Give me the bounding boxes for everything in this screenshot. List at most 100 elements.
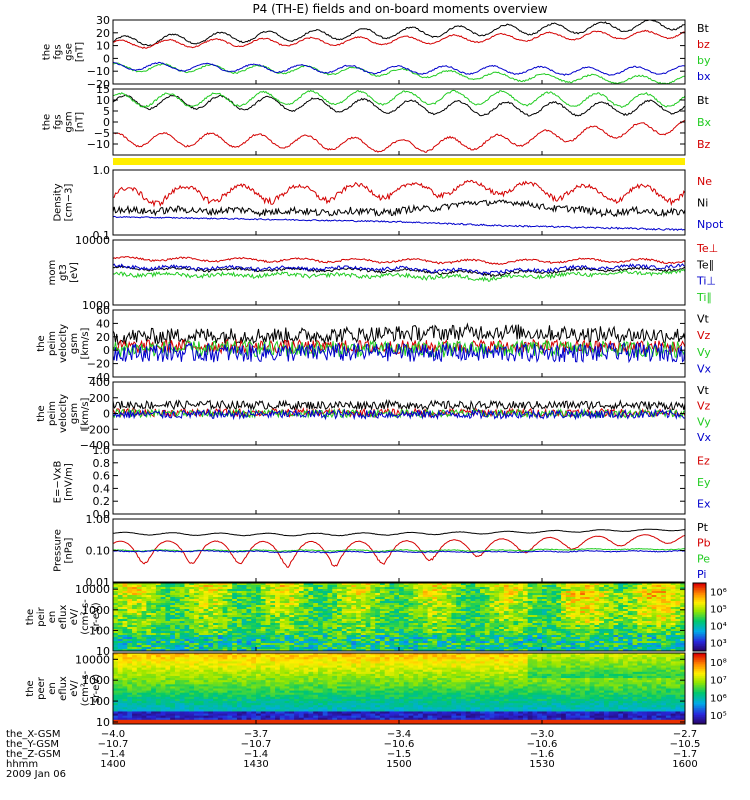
heatmap-cell [441, 595, 448, 598]
heatmap-cell [184, 583, 190, 586]
heatmap-cell [179, 597, 185, 600]
heatmap-cell [418, 591, 424, 594]
heatmap-cell [203, 585, 209, 588]
heatmap-cell [508, 605, 514, 608]
heatmap-cell [670, 643, 676, 646]
heatmap-cell [675, 613, 681, 616]
heatmap-cell [136, 603, 142, 606]
heatmap-cell [556, 613, 562, 616]
heatmap-cell [565, 649, 571, 652]
heatmap-cell [456, 627, 462, 630]
legend-label: Vx [697, 431, 712, 444]
heatmap-cell [122, 653, 128, 656]
heatmap-cell [179, 659, 185, 662]
heatmap-cell [403, 635, 409, 638]
heatmap-cell [151, 609, 157, 612]
heatmap-cell [575, 623, 581, 626]
heatmap-cell [522, 597, 529, 600]
heatmap-cell [122, 615, 128, 618]
heatmap-cell [198, 621, 204, 624]
y-tick-label: 10 [96, 94, 110, 107]
heatmap-cell [441, 585, 448, 588]
heatmap-cell [556, 633, 562, 636]
heatmap-cell [132, 682, 138, 685]
heatmap-cell [475, 599, 481, 602]
heatmap-cell [613, 617, 619, 620]
series-line-mom_temp-3 [112, 268, 686, 283]
heatmap-cell [113, 587, 119, 590]
heatmap-cell [279, 609, 285, 612]
heatmap-cell [379, 625, 386, 628]
heatmap-cell [413, 615, 419, 618]
heatmap-cell [346, 635, 352, 638]
heatmap-cell [227, 595, 233, 598]
heatmap-cell [665, 639, 672, 642]
heatmap-cell [584, 605, 591, 608]
heatmap-cell [279, 617, 285, 620]
heatmap-cell [256, 597, 262, 600]
heatmap-cell [475, 633, 481, 636]
heatmap-cell [165, 599, 171, 602]
heatmap-cell [146, 696, 152, 700]
heatmap-cell [365, 625, 371, 628]
heatmap-cell [427, 591, 433, 594]
heatmap-cell [475, 641, 481, 644]
heatmap-cell [122, 715, 128, 719]
heatmap-cell [284, 611, 290, 614]
heatmap-cell [646, 591, 653, 594]
heatmap-cell [184, 649, 190, 652]
heatmap-cell [665, 631, 672, 634]
heatmap-cell [542, 599, 548, 602]
heatmap-cell [332, 591, 338, 594]
heatmap-cell [308, 649, 314, 652]
heatmap-cell [437, 645, 443, 648]
heatmap-cell [117, 611, 123, 614]
heatmap-cell [456, 623, 462, 626]
heatmap-cell [437, 649, 443, 652]
heatmap-cell [170, 617, 176, 620]
heatmap-cell [403, 627, 409, 630]
heatmap-cell [437, 637, 443, 640]
colorbar-segment [693, 606, 706, 609]
heatmap-cell [489, 635, 495, 638]
heatmap-cell [556, 617, 562, 620]
heatmap-cell [146, 585, 152, 588]
heatmap-cell [570, 591, 576, 594]
series-line-peim_gsm_b-3 [112, 408, 686, 421]
heatmap-cell [522, 585, 529, 588]
heatmap-cell [460, 629, 467, 632]
heatmap-cell [637, 583, 643, 586]
heatmap-cell [661, 613, 667, 616]
heatmap-cell [594, 629, 600, 632]
heatmap-cell [194, 599, 200, 602]
heatmap-cell [518, 619, 524, 622]
heatmap-cell [241, 647, 247, 650]
heatmap-cell [170, 647, 176, 650]
heatmap-cell [141, 627, 147, 630]
heatmap-cell [165, 696, 171, 700]
heatmap-cell [241, 643, 247, 646]
heatmap-cell [174, 625, 181, 628]
heatmap-cell [565, 589, 571, 592]
heatmap-cell [179, 621, 185, 624]
heatmap-cell [656, 613, 662, 616]
heatmap-cell [518, 641, 524, 644]
heatmap-cell [422, 647, 428, 650]
heatmap-cell [260, 595, 266, 598]
heatmap-cell [565, 615, 571, 618]
heatmap-cell [532, 607, 538, 610]
heatmap-cell [665, 619, 672, 622]
heatmap-cell [170, 619, 176, 622]
heatmap-cell [165, 617, 171, 620]
heatmap-cell [332, 621, 338, 624]
legend-label: Ne [697, 175, 712, 188]
heatmap-cell [146, 595, 152, 598]
heatmap-cell [298, 645, 305, 648]
heatmap-cell [184, 625, 190, 628]
heatmap-cell [236, 591, 243, 594]
heatmap-cell [480, 649, 486, 652]
heatmap-cell [618, 607, 624, 610]
heatmap-cell [599, 637, 605, 640]
heatmap-cell [456, 593, 462, 596]
